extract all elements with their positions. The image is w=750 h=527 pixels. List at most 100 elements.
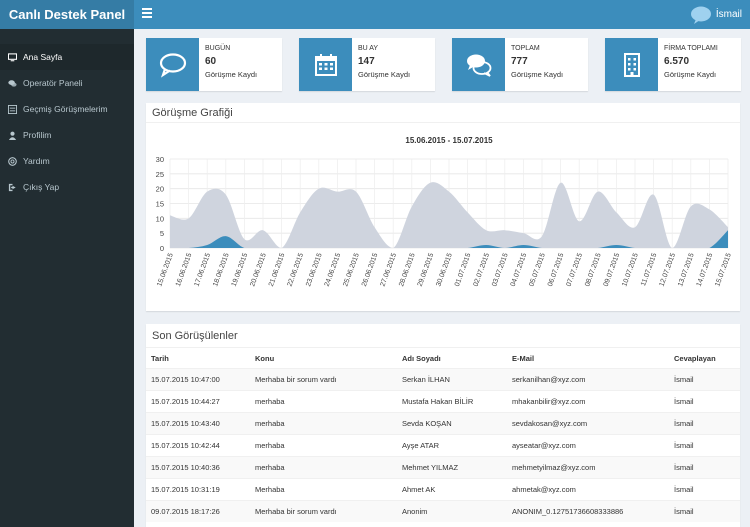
sidebar-item-yardim[interactable]: Yardım <box>0 148 134 174</box>
stat-sub: Görüşme Kaydı <box>511 70 564 79</box>
cell-adi-soyadi: Sevda KOŞAN <box>402 419 452 428</box>
x-tick-label: 29.06.2015 <box>417 252 436 287</box>
cell-tarih: 15.07.2015 10:43:40 <box>151 419 220 428</box>
cell-email: mehmetyilmaz@xyz.com <box>512 463 596 472</box>
sidebar-item-operator-paneli[interactable]: Operatör Paneli <box>0 70 134 96</box>
brand-title: Canlı Destek Panel <box>8 7 126 22</box>
x-tick-label: 10.07.2015 <box>621 252 640 287</box>
table-row[interactable]: 15.07.2015 10:42:44 merhaba Ayşe ATAR aysea… <box>146 434 740 456</box>
sidebar-item-cikis-yap[interactable]: Çıkış Yap <box>0 174 134 200</box>
x-tick-label: 30.06.2015 <box>435 252 454 287</box>
sidebar-item-profilim[interactable]: Profilim <box>0 122 134 148</box>
stat-box-firma-toplami: FİRMA TOPLAMI 6.570 Görüşme Kaydı <box>605 38 741 91</box>
cell-konu: merhaba <box>255 463 285 472</box>
cell-tarih: 15.07.2015 10:40:36 <box>151 463 220 472</box>
x-tick-label: 15.06.2015 <box>156 252 175 287</box>
stat-box-toplam: TOPLAM 777 Görüşme Kaydı <box>452 38 588 91</box>
sidebar-item-label: Yardım <box>23 156 50 166</box>
cell-konu: merhaba <box>255 397 285 406</box>
x-tick-label: 11.07.2015 <box>640 252 658 287</box>
y-tick-label: 10 <box>156 214 164 223</box>
chart-title: 15.06.2015 - 15.07.2015 <box>405 136 493 145</box>
sidebar-item-ana-sayfa[interactable]: Ana Sayfa <box>0 44 134 70</box>
cell-email: mhakanbilir@xyz.com <box>512 397 586 406</box>
stat-sub: Görüşme Kaydı <box>358 70 411 79</box>
table-row[interactable]: 15.07.2015 10:43:40 merhaba Sevda KOŞAN sev… <box>146 412 740 434</box>
recent-conversations-panel: Son Görüşülenler Tarih Konu Adı Soyadı E… <box>146 324 740 527</box>
help-icon <box>8 156 17 166</box>
logout-icon <box>8 183 16 191</box>
cell-konu: merhaba <box>255 419 285 428</box>
user-name: İsmail <box>715 9 742 20</box>
cell-email: ahmetak@xyz.com <box>512 485 576 494</box>
sidebar-item-label: Geçmiş Görüşmelerim <box>23 104 108 114</box>
cell-konu: Merhaba bir sorum vardı <box>255 507 337 516</box>
table-panel-title: Son Görüşülenler <box>146 324 740 348</box>
cell-cevaplayan: İsmail <box>674 485 694 494</box>
sidebar-item-gecmis-gorusmelerim[interactable]: Geçmiş Görüşmelerim <box>0 96 134 122</box>
sidebar-item-label: Profilim <box>23 130 52 140</box>
x-tick-label: 14.07.2015 <box>696 252 715 287</box>
user-menu[interactable]: İsmail <box>690 3 742 26</box>
stat-value: 6.570 <box>664 56 690 67</box>
x-tick-label: 26.06.2015 <box>361 252 380 287</box>
sidebar-item-label: Operatör Paneli <box>23 78 83 88</box>
x-tick-label: 07.07.2015 <box>566 252 585 287</box>
x-tick-label: 04.07.2015 <box>510 252 529 287</box>
header-konu[interactable]: Konu <box>255 353 275 363</box>
building-icon <box>623 52 640 77</box>
sidebar-item-label: Çıkış Yap <box>23 182 60 192</box>
cell-konu: Merhaba <box>255 485 285 494</box>
chat-icon <box>8 79 17 87</box>
cell-adi-soyadi: Ayşe ATAR <box>402 441 440 450</box>
chart-panel: Görüşme Grafiği 15.06.2015 - 15.07.2015 0… <box>146 103 740 311</box>
comment-icon <box>159 52 186 78</box>
y-tick-label: 15 <box>156 200 164 209</box>
sidebar-item-label: Ana Sayfa <box>23 52 63 62</box>
stat-sub: Görüşme Kaydı <box>664 70 717 79</box>
header-email[interactable]: E-Mail <box>512 353 535 363</box>
x-tick-label: 20.06.2015 <box>249 252 268 287</box>
cell-adi-soyadi: Mustafa Hakan BİLİR <box>402 397 474 406</box>
cell-cevaplayan: İsmail <box>674 441 694 450</box>
cell-cevaplayan: İsmail <box>674 507 694 516</box>
list-icon <box>8 104 17 114</box>
stat-value: 777 <box>511 56 528 67</box>
y-tick-label: 20 <box>156 185 164 194</box>
cell-email: ANONIM_0.12751736608333886 <box>512 507 624 516</box>
table-row[interactable]: 15.07.2015 10:44:27 merhaba Mustafa Hakan … <box>146 390 740 412</box>
stat-label: FİRMA TOPLAMI <box>664 45 718 52</box>
user-icon <box>8 131 17 140</box>
brand-logo[interactable]: Canlı Destek Panel <box>0 0 134 29</box>
x-tick-label: 09.07.2015 <box>603 252 622 287</box>
table-row[interactable]: 15.07.2015 10:40:36 merhaba Mehmet YILMAZ m… <box>146 456 740 478</box>
stat-label: TOPLAM <box>511 45 540 52</box>
chart-panel-title: Görüşme Grafiği <box>146 103 740 123</box>
table-row[interactable]: 09.07.2015 18:17:26 Merhaba bir sorum var… <box>146 500 740 522</box>
x-tick-label: 27.06.2015 <box>380 252 399 287</box>
cell-cevaplayan: İsmail <box>674 419 694 428</box>
header-cevaplayan[interactable]: Cevaplayan <box>674 353 716 363</box>
series-mine-area <box>170 230 728 248</box>
cell-adi-soyadi: Serkan İLHAN <box>402 375 450 384</box>
sidebar: Ana Sayfa Operatör Paneli Geçmiş Görüşme… <box>0 29 134 527</box>
stat-value: 147 <box>358 56 375 67</box>
y-tick-label: 25 <box>156 170 164 179</box>
x-tick-label: 17.06.2015 <box>194 252 213 287</box>
table-row[interactable]: 15.07.2015 10:47:00 Merhaba bir sorum var… <box>146 368 740 390</box>
stat-sub: Görüşme Kaydı <box>205 70 258 79</box>
x-tick-label: 08.07.2015 <box>584 252 603 287</box>
x-tick-label: 01.07.2015 <box>454 252 473 287</box>
cell-cevaplayan: İsmail <box>674 463 694 472</box>
header-adi-soyadi[interactable]: Adı Soyadı <box>402 353 441 363</box>
header-tarih[interactable]: Tarih <box>151 353 169 363</box>
cell-tarih: 15.07.2015 10:44:27 <box>151 397 220 406</box>
x-tick-label: 28.06.2015 <box>398 252 417 287</box>
conversation-area-chart: 15.06.2015 - 15.07.2015 0 5 10 15 20 25 30 15.06… <box>156 136 733 288</box>
sidebar-toggle-icon[interactable] <box>142 8 152 20</box>
table-row[interactable]: 15.07.2015 10:31:19 Merhaba Ahmet AK ahmeta… <box>146 478 740 500</box>
cell-adi-soyadi: Mehmet YILMAZ <box>402 463 459 472</box>
cell-adi-soyadi: Anonim <box>402 507 428 516</box>
stat-label: BU AY <box>358 45 379 52</box>
x-tick-label: 06.07.2015 <box>547 252 566 287</box>
